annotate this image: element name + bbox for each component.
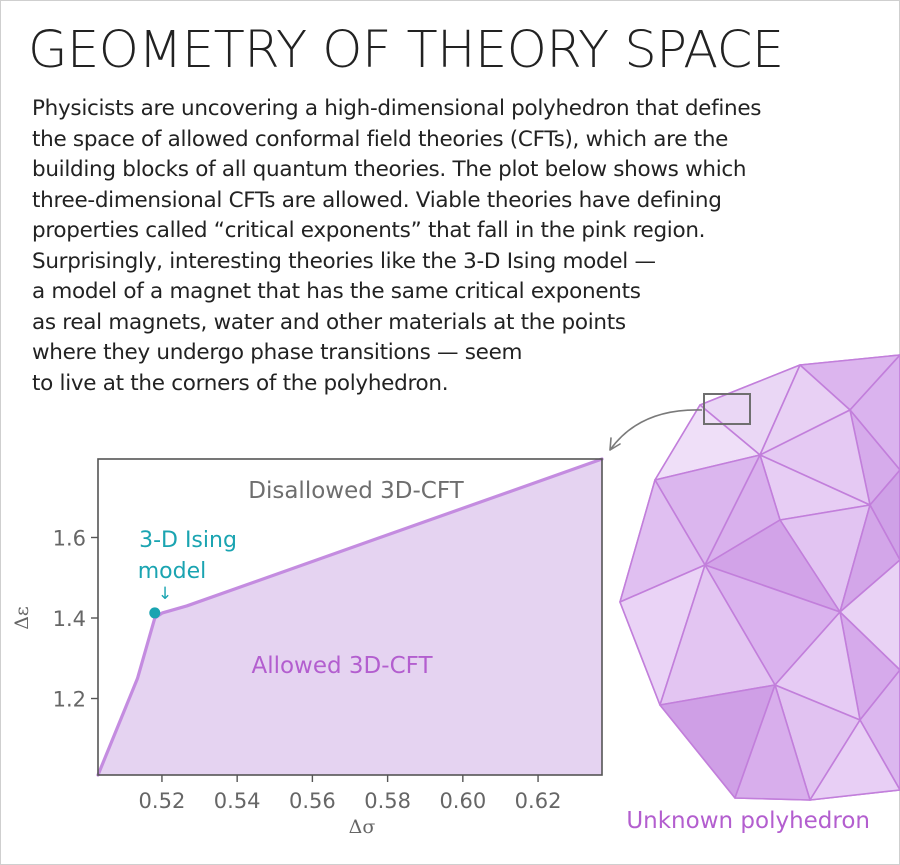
allowed-region (98, 459, 602, 775)
y-tick-label: 1.2 (53, 688, 86, 712)
y-tick-label: 1.4 (53, 607, 86, 631)
chart: 0.52 0.54 0.56 0.58 0.60 0.62 1.2 1.4 1.6 Δσ Δε Dis… (11, 457, 604, 838)
x-tick-label: 0.58 (364, 789, 411, 813)
intro-line: Surprisingly, interesting theories like … (32, 248, 656, 274)
disallowed-region-label: Disallowed 3D-CFT (248, 478, 464, 504)
x-tick-label: 0.60 (439, 789, 486, 813)
intro-paragraph: Physicists are uncovering a high-dimensi… (32, 94, 852, 399)
ising-arrow: ↓ (158, 584, 172, 604)
intro-line: properties called “critical exponents” t… (32, 218, 706, 243)
x-tick-label: 0.56 (289, 789, 336, 813)
intro-line: the space of allowed conformal field the… (32, 126, 729, 152)
intro-line: building blocks of all quantum theories.… (32, 157, 747, 182)
polyhedron-illustration (619, 354, 900, 801)
intro-line: as real magnets, water and other materia… (32, 309, 626, 335)
ising-point (149, 607, 161, 619)
intro-line: to live at the corners of the polyhedron… (32, 370, 449, 396)
x-tick-label: 0.52 (139, 789, 186, 813)
polyhedron-face (734, 684, 811, 801)
intro-line: where they undergo phase transitions — s… (32, 340, 523, 365)
y-tick-label: 1.6 (53, 526, 86, 550)
polyhedron-face (809, 719, 900, 801)
x-tick-label: 0.62 (515, 789, 562, 813)
intro-line: a model of a magnet that has the same cr… (32, 279, 641, 304)
ising-label-line2: model (138, 559, 207, 584)
ising-label-line1: 3-D Ising (139, 528, 237, 553)
page-title: GEOMETRY OF THEORY SPACE (28, 21, 784, 80)
polyhedron-label: Unknown polyhedron (626, 808, 870, 834)
x-tick-label: 0.54 (214, 789, 261, 813)
zoom-pointer-arrow (609, 409, 703, 451)
allowed-region-label: Allowed 3D-CFT (251, 653, 433, 679)
zoom-box (703, 393, 751, 425)
intro-line: three-dimensional CFTs are allowed. Viab… (32, 187, 722, 213)
x-axis-label: Δσ (349, 816, 376, 838)
plot-frame (97, 458, 603, 776)
y-axis-label: Δε (11, 606, 33, 630)
intro-line: Physicists are uncovering a high-dimensi… (32, 96, 762, 121)
